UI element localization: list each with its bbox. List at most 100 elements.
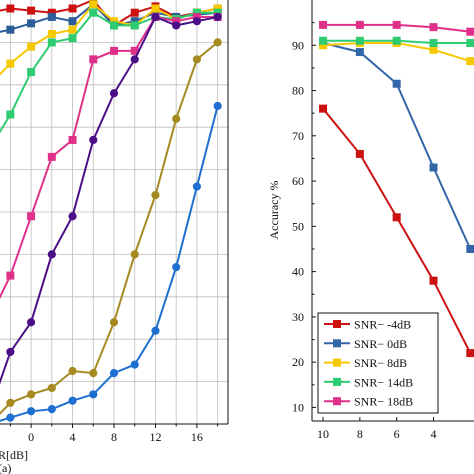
series-point [6,4,15,13]
series-point [319,36,328,45]
series-point [213,101,222,111]
series-point [68,25,77,34]
series-point [26,390,36,399]
series-point [27,212,36,221]
series-point [466,57,474,66]
x-tick-label: 8 [111,430,117,444]
series-point [151,4,160,13]
series-point [27,6,36,15]
series-point [6,398,15,407]
series-point [466,349,474,358]
series-point [68,212,77,221]
y-tick-label: 60 [292,174,304,188]
series-point [151,12,160,22]
series-point [213,12,222,22]
x-tick-label: 16 [191,430,203,444]
legend-swatch-marker [333,397,341,406]
x-tick-label: 4 [431,427,437,441]
series-point [68,17,77,26]
series-line-4 [0,11,218,134]
series-point [26,407,36,416]
series-point [355,20,364,29]
legend-entry-label: SNR− 14dB [354,375,413,389]
series-point [47,152,56,161]
series-point [392,213,401,222]
series-point [27,42,36,51]
series-point [213,38,222,47]
series-point [89,135,98,145]
x-tick-label: 10 [317,427,329,441]
series-point [6,25,15,34]
right-panel: 10 20 30 40 50 60 70 80 90 10 8 6 4 Accuracy % SNR− -4… [267,0,474,441]
series-point [319,104,328,113]
series-point [466,39,474,48]
series-point [172,114,181,123]
series-line-8 [0,105,219,422]
legend-entry-label: SNR− 18dB [354,395,413,409]
series-point [47,29,56,38]
x-tick-label: 4 [70,430,76,444]
legend-entry-label: SNR− -4dB [354,318,411,332]
series-point [27,68,36,77]
series-point [130,250,139,259]
panel-label: (a) [0,461,11,474]
y-tick-label: 90 [292,38,304,52]
series-point [392,20,401,29]
series-point [130,360,139,369]
series-point [172,263,181,272]
legend-swatch-marker [333,358,341,367]
series-point [109,318,119,327]
series-point [47,12,56,21]
series-point [151,326,160,335]
series-point [89,369,98,378]
series-point [110,21,118,30]
y-tick-label: 10 [292,400,304,414]
series-point [47,38,56,47]
series-point [466,27,474,36]
series-point [47,383,56,393]
series-point [110,46,118,55]
series-point [392,36,401,45]
series-point [192,182,202,191]
series-point [68,396,77,405]
legend-swatch-marker [333,339,341,348]
legend-entry-label: SNR− 0dB [354,337,407,351]
series-point [192,55,202,64]
series-point [6,413,15,422]
series-point [6,347,15,357]
series-point [109,89,119,98]
series-point [68,4,77,13]
legend-entry-label: SNR− 8dB [354,356,407,370]
series-point [89,55,98,64]
x-tick-label: 0 [28,430,34,444]
y-tick-label: 70 [292,129,304,143]
series-point [130,21,139,30]
y-tick-label: 20 [292,355,304,369]
series-point [429,39,438,48]
series-point [429,45,438,54]
series-point [89,0,98,9]
series-point [151,190,160,200]
y-tick-label: 50 [292,219,304,233]
series-point [319,20,328,29]
series-point [130,8,139,17]
series-point [355,36,364,45]
series-point [355,149,364,158]
series-point [68,366,77,376]
series-line-5 [0,15,218,300]
series-point [429,23,438,32]
series-point [130,55,139,64]
x-axis-label: R[dB] [0,448,28,462]
series-point [26,318,36,327]
series-point [27,19,36,28]
x-tick-label: 12 [149,430,161,444]
x-tick-label: 6 [394,427,400,441]
series-point [466,244,474,253]
series-point [392,79,401,88]
series-point [6,59,15,68]
y-tick-label: 80 [292,84,304,98]
legend-swatch-marker [333,320,341,328]
series-point [68,135,77,144]
series-point [192,17,202,26]
